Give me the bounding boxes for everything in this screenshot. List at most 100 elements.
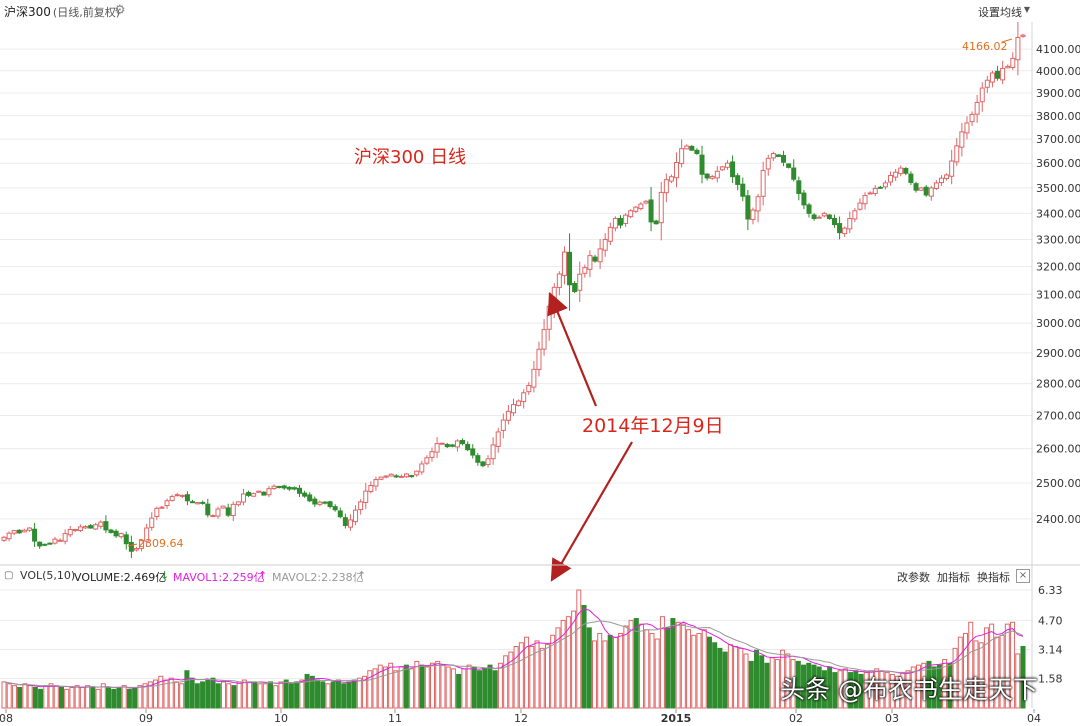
candle-up <box>511 404 516 414</box>
volume-bar-down <box>706 636 712 709</box>
mavol2-value: MAVOL2:2.238亿 <box>272 571 364 584</box>
volume-bar-up <box>680 623 686 709</box>
volume-bar-up <box>696 632 702 709</box>
candle-down <box>322 501 328 504</box>
volume-bar-up <box>659 616 665 709</box>
volume-bar-up <box>989 623 995 709</box>
chevron-down-icon[interactable]: ▼ <box>1023 5 1030 14</box>
candle-down <box>781 155 787 163</box>
grid-icon[interactable]: ▢ <box>4 570 14 581</box>
candle-down <box>704 173 710 179</box>
volume-bar-up <box>95 688 101 709</box>
candle-up <box>500 419 506 431</box>
volume-bar-up <box>435 660 441 709</box>
price-tick-label: 3200.00 <box>1036 261 1080 274</box>
annotation-arrow-volume <box>550 441 633 582</box>
candle-up <box>1020 34 1026 37</box>
close-indicator-button[interactable]: × <box>1016 569 1030 583</box>
low-leader <box>127 543 138 547</box>
volume-bar-down <box>419 664 425 709</box>
candle-up <box>149 517 155 528</box>
candle-down <box>225 507 231 516</box>
volume-bar-down <box>32 687 38 709</box>
volume-bar-up <box>639 623 645 709</box>
volume-bar-up <box>43 685 49 709</box>
volume-bar-down <box>477 670 483 709</box>
candle-up <box>1010 57 1016 68</box>
candle-down <box>312 498 318 505</box>
candle-up <box>638 203 644 210</box>
volume-bar-up <box>790 659 796 709</box>
volume-bar-up <box>356 677 362 709</box>
volume-bar-up <box>377 664 383 709</box>
x-tick-label: 11 <box>388 712 402 725</box>
volume-bar-down <box>586 627 592 709</box>
edit-params-button[interactable]: 改参数 <box>897 571 930 584</box>
volume-bar-down <box>252 681 258 709</box>
candle-down <box>617 218 623 226</box>
volume-bar-down <box>17 687 23 709</box>
candle-down <box>735 175 741 185</box>
candle-up <box>602 239 608 251</box>
candle-up <box>541 329 547 350</box>
gear-icon[interactable]: ⚙ <box>114 3 126 18</box>
volume-bar-down <box>471 666 477 709</box>
volume-bar-down <box>764 662 770 709</box>
candle-up <box>561 251 567 276</box>
high-leader <box>1001 38 1013 43</box>
volume-bar-up <box>628 619 634 709</box>
add-indicator-button[interactable]: 加指标 <box>937 571 970 584</box>
candle-up <box>240 493 246 503</box>
volume-bar-up <box>591 640 597 709</box>
volume-bar-up <box>220 681 226 709</box>
candle-up <box>11 530 17 534</box>
volume-bar-up <box>22 683 28 709</box>
volume-bar-up <box>100 683 106 709</box>
candle-up <box>684 145 690 150</box>
switch-indicator-button[interactable]: 换指标 <box>977 571 1010 584</box>
volume-bar-down <box>132 687 138 709</box>
volume-bar-up <box>915 664 921 709</box>
candle-up <box>358 501 364 511</box>
volume-bar-up <box>461 668 467 709</box>
volume-bar-up <box>968 621 974 709</box>
candle-up <box>989 72 995 83</box>
volume-bar-down <box>759 655 765 709</box>
candle-up <box>21 529 27 533</box>
candle-down <box>88 525 94 529</box>
volume-bar-up <box>550 634 556 709</box>
volume-bar-up <box>424 666 430 709</box>
volume-bar-down <box>806 662 812 709</box>
volume-bar-down <box>111 688 117 709</box>
volume-bar-down <box>90 687 96 709</box>
candle-down <box>128 541 134 552</box>
volume-bar-up <box>1010 621 1016 709</box>
volume-bar-up <box>153 679 159 709</box>
price-tick-label: 2700.00 <box>1036 410 1080 423</box>
candle-down <box>801 192 807 206</box>
volume-bar-down <box>330 681 336 709</box>
x-tick-label: 2015 <box>661 712 692 725</box>
candle-down <box>689 145 695 151</box>
candle-up <box>852 210 858 220</box>
candle-up <box>857 202 863 210</box>
candle-down <box>302 492 308 497</box>
candle-up <box>144 527 150 542</box>
volume-bar-down <box>858 673 864 709</box>
set-ma-button[interactable]: 设置均线 <box>978 6 1022 19</box>
volume-bar-up <box>555 627 561 709</box>
volume-bar-up <box>769 657 775 709</box>
volume-bar-down <box>200 681 206 709</box>
candle-up <box>862 194 868 205</box>
candle-down <box>995 70 1001 79</box>
candle-up <box>83 526 89 529</box>
volume-bar-down <box>717 647 723 709</box>
scroll-left-icon[interactable]: ‹ <box>2 713 6 724</box>
candle-down <box>327 501 333 508</box>
volume-bar-down <box>816 666 822 709</box>
candle-up <box>419 463 425 473</box>
volume-bar-up <box>942 659 948 709</box>
volume-bar-up <box>571 610 577 709</box>
candle-down <box>32 528 38 542</box>
candle-up <box>959 131 965 148</box>
